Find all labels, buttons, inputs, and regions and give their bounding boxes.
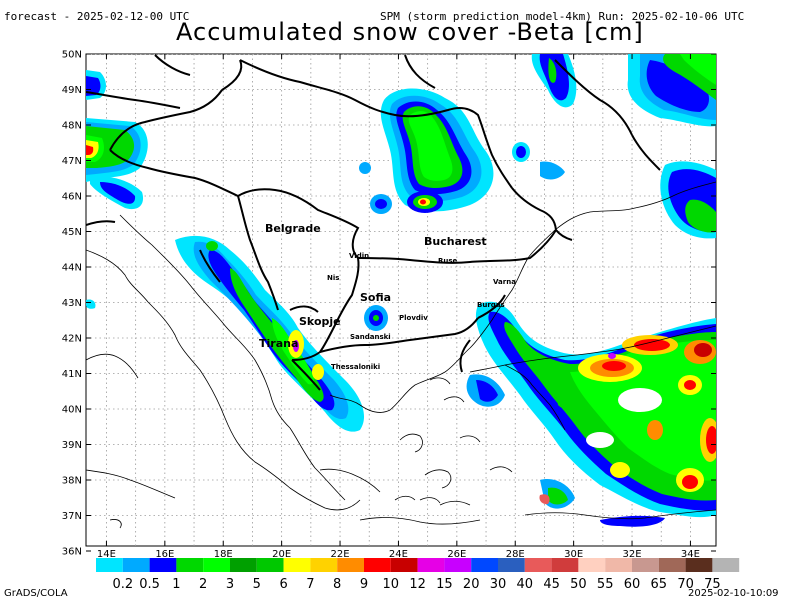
colorbar-label: 1 xyxy=(172,577,180,592)
city-label-vidin: Vidin xyxy=(349,252,369,260)
colorbar-swatch xyxy=(283,558,311,572)
colorbar-label: 45 xyxy=(543,577,560,592)
city-label-ruse: Ruse xyxy=(438,257,458,265)
colorbar-swatch xyxy=(256,558,284,572)
lon-tick-label: 22E xyxy=(331,549,350,560)
colorbar-label: 20 xyxy=(463,577,480,592)
colorbar-label: 30 xyxy=(490,577,507,592)
lat-tick-label: 46N xyxy=(62,192,82,203)
city-label-varna: Varna xyxy=(493,278,516,286)
colorbar-label: 2 xyxy=(199,577,207,592)
lon-tick-label: 14E xyxy=(97,549,116,560)
lat-tick-label: 40N xyxy=(62,405,82,416)
colorbar-swatch xyxy=(176,558,204,572)
colorbar-swatch xyxy=(122,558,150,572)
lat-tick-label: 49N xyxy=(62,85,82,96)
lon-tick-label: 26E xyxy=(447,549,466,560)
colorbar-swatch xyxy=(230,558,257,572)
lat-tick-label: 38N xyxy=(62,476,82,487)
forecast-time-label: forecast - 2025-02-12-00 UTC xyxy=(4,10,189,23)
lat-tick-label: 37N xyxy=(62,511,82,522)
lon-tick-label: 20E xyxy=(272,549,291,560)
generation-timestamp: 2025-02-10-10:09 xyxy=(688,588,779,599)
city-label-tirana: Tirana xyxy=(259,337,298,350)
lon-tick-label: 18E xyxy=(214,549,233,560)
city-label-sofia: Sofia xyxy=(360,291,391,304)
coastlines xyxy=(86,181,716,529)
lon-tick-label: 34E xyxy=(681,549,700,560)
colorbar-label: 65 xyxy=(651,577,668,592)
city-label-belgrade: Belgrade xyxy=(265,222,321,235)
lat-tick-label: 41N xyxy=(62,369,82,380)
axis-ticks: 50N 49N 48N 47N 46N 45N 44N 43N 42N 41N 40N 39N 38N 3… xyxy=(62,50,716,560)
colorbar-label: 70 xyxy=(677,577,694,592)
city-labels: Belgrade Bucharest Vidin Ruse Nis Varna Sofia B… xyxy=(259,222,516,371)
colorbar-swatch xyxy=(337,558,364,572)
colorbar-swatch xyxy=(390,558,418,572)
lat-tick-label: 44N xyxy=(62,263,82,274)
lat-tick-label: 36N xyxy=(62,547,82,558)
lon-tick-label: 16E xyxy=(155,549,174,560)
city-label-bucharest: Bucharest xyxy=(424,235,487,248)
lat-tick-label: 48N xyxy=(62,121,82,132)
colorbar-label: 10 xyxy=(383,577,400,592)
model-run-label: SPM (storm prediction model-4km) Run: 20… xyxy=(380,10,744,23)
lat-tick-label: 47N xyxy=(62,156,82,167)
colorbar-swatch xyxy=(498,558,525,572)
colorbar-swatch xyxy=(149,558,177,572)
lon-tick-label: 30E xyxy=(564,549,583,560)
colorbar-label: 8 xyxy=(333,577,341,592)
lat-tick-label: 42N xyxy=(62,334,82,345)
colorbar-swatch xyxy=(417,558,445,572)
colorbar-label: 3 xyxy=(226,577,234,592)
colorbar-label: 12 xyxy=(409,577,426,592)
colorbar-swatch xyxy=(685,558,713,572)
colorbar-swatch xyxy=(364,558,391,572)
map-area xyxy=(86,54,716,546)
lon-tick-label: 28E xyxy=(506,549,525,560)
colorbar-label: 9 xyxy=(360,577,368,592)
colorbar-legend: 0.2 0.5 1 2 3 5 6 7 8 9 10 12 15 20 30 40 45 50 55 60 65 70 75 xyxy=(96,558,740,592)
colorbar-label: 40 xyxy=(517,577,534,592)
city-label-plovdiv: Plovdiv xyxy=(399,314,428,322)
city-label-sandanski: Sandanski xyxy=(350,333,391,341)
colorbar-label: 55 xyxy=(597,577,614,592)
lon-tick-label: 24E xyxy=(389,549,408,560)
colorbar-label: 0.2 xyxy=(112,577,133,592)
colorbar-swatch xyxy=(471,558,498,572)
lat-tick-label: 50N xyxy=(62,50,82,61)
colorbar-swatch xyxy=(578,558,606,572)
colorbar-swatch xyxy=(96,558,123,572)
colorbar-label: 6 xyxy=(279,577,287,592)
snow-cover-field xyxy=(86,54,716,527)
colorbar-swatch xyxy=(605,558,632,572)
colorbar-swatch xyxy=(444,558,472,572)
colorbar-swatch xyxy=(203,558,230,572)
colorbar-swatch xyxy=(712,558,740,572)
colorbar-label: 75 xyxy=(704,577,721,592)
colorbar-swatch xyxy=(632,558,659,572)
colorbar-label: 7 xyxy=(306,577,314,592)
country-borders xyxy=(86,54,661,391)
lon-tick-label: 32E xyxy=(623,549,642,560)
colorbar-swatch xyxy=(551,558,579,572)
colorbar-label: 60 xyxy=(624,577,641,592)
map-title: Accumulated snow cover -Beta [cm] xyxy=(176,18,644,46)
colorbar-swatch xyxy=(524,558,552,572)
colorbar-swatch xyxy=(310,558,338,572)
lat-tick-label: 43N xyxy=(62,298,82,309)
colorbar-label: 50 xyxy=(570,577,587,592)
city-label-burgas: Burgas xyxy=(477,301,505,309)
city-label-nis: Nis xyxy=(327,274,339,282)
city-label-skopje: Skopje xyxy=(299,315,341,328)
colorbar-label: 15 xyxy=(436,577,453,592)
software-credit: GrADS/COLA xyxy=(4,588,68,599)
lat-tick-label: 39N xyxy=(62,440,82,451)
lat-tick-label: 45N xyxy=(62,227,82,238)
colorbar-label: 0.5 xyxy=(139,577,160,592)
city-label-thessaloniki: Thessaloniki xyxy=(331,363,380,371)
colorbar-swatch xyxy=(658,558,686,572)
colorbar-label: 5 xyxy=(253,577,261,592)
